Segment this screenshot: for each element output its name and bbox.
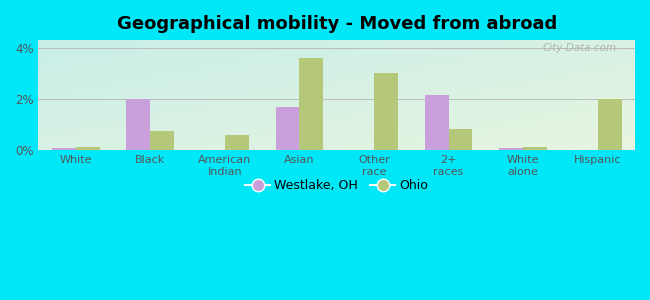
Bar [150,131,174,150]
Bar [52,148,76,150]
Bar [499,148,523,150]
Bar [374,74,398,150]
Bar [448,129,473,150]
Legend: Westlake, OH, Ohio: Westlake, OH, Ohio [240,174,433,197]
Bar [225,135,249,150]
Text: City-Data.com: City-Data.com [543,44,617,53]
Bar [300,58,323,150]
Title: Geographical mobility - Moved from abroad: Geographical mobility - Moved from abroa… [116,15,557,33]
Bar [276,107,300,150]
Bar [424,95,448,150]
Bar [523,146,547,150]
Bar [598,99,621,150]
Bar [127,99,150,150]
Bar [76,146,99,150]
